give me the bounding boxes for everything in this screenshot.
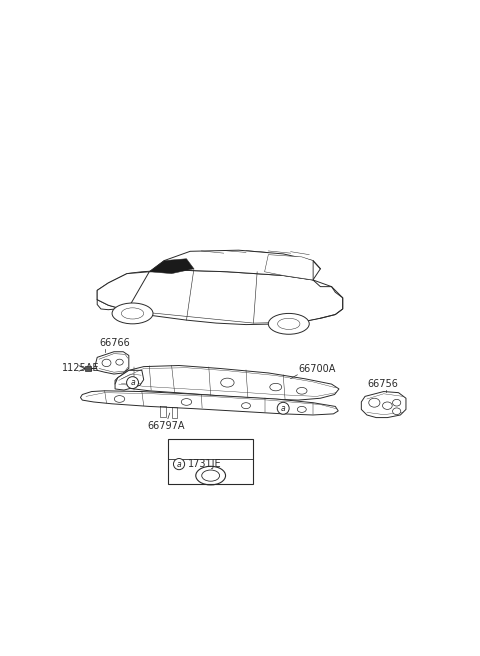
Text: 66700A: 66700A bbox=[298, 364, 336, 374]
Polygon shape bbox=[115, 365, 339, 400]
Text: 1125AE: 1125AE bbox=[62, 363, 99, 373]
Polygon shape bbox=[97, 272, 149, 310]
Ellipse shape bbox=[241, 403, 251, 409]
Ellipse shape bbox=[181, 399, 192, 405]
Polygon shape bbox=[81, 391, 338, 415]
Text: 1731JE: 1731JE bbox=[188, 459, 222, 469]
Polygon shape bbox=[149, 258, 194, 274]
Ellipse shape bbox=[270, 383, 282, 391]
Ellipse shape bbox=[268, 314, 309, 335]
Bar bbox=[168, 439, 253, 484]
Text: 66797A: 66797A bbox=[147, 421, 185, 431]
Circle shape bbox=[127, 377, 139, 388]
Ellipse shape bbox=[393, 408, 401, 415]
Ellipse shape bbox=[114, 396, 125, 402]
Text: 66766: 66766 bbox=[99, 338, 130, 348]
Circle shape bbox=[173, 459, 185, 470]
Circle shape bbox=[277, 402, 289, 414]
Text: a: a bbox=[281, 404, 286, 413]
Ellipse shape bbox=[297, 388, 307, 394]
Ellipse shape bbox=[102, 359, 111, 367]
Ellipse shape bbox=[369, 398, 380, 407]
Ellipse shape bbox=[383, 402, 392, 409]
Ellipse shape bbox=[393, 400, 401, 406]
Ellipse shape bbox=[112, 303, 153, 324]
Polygon shape bbox=[149, 250, 321, 280]
Text: a: a bbox=[177, 460, 181, 468]
Text: 66756: 66756 bbox=[367, 379, 398, 389]
Bar bbox=[85, 365, 91, 371]
Polygon shape bbox=[361, 392, 406, 418]
Polygon shape bbox=[96, 352, 129, 374]
Polygon shape bbox=[97, 270, 343, 325]
Ellipse shape bbox=[221, 378, 234, 387]
Text: a: a bbox=[130, 378, 135, 387]
Polygon shape bbox=[264, 255, 313, 280]
Polygon shape bbox=[115, 371, 144, 390]
Ellipse shape bbox=[116, 359, 123, 365]
Ellipse shape bbox=[297, 407, 306, 413]
